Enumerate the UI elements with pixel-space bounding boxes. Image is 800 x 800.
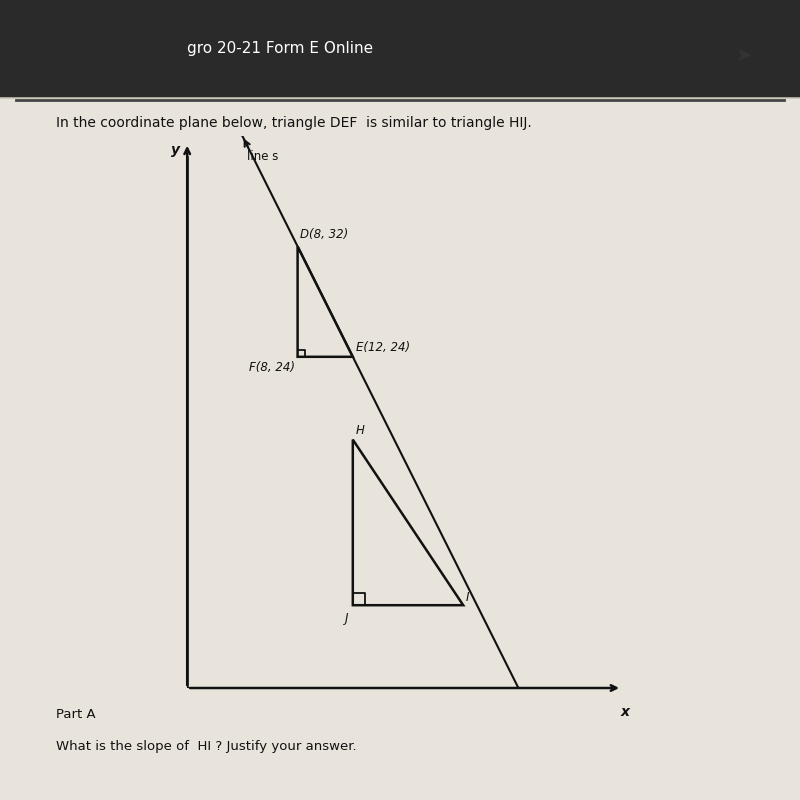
Text: line s: line s	[246, 150, 278, 162]
Text: I: I	[466, 591, 470, 604]
Text: y: y	[171, 142, 180, 157]
Text: E(12, 24): E(12, 24)	[355, 341, 410, 354]
Text: H: H	[355, 424, 365, 437]
Text: What is the slope of  HI ? Justify your answer.: What is the slope of HI ? Justify your a…	[56, 740, 357, 753]
Text: F(8, 24): F(8, 24)	[250, 361, 295, 374]
Text: gro 20-21 Form E Online: gro 20-21 Form E Online	[187, 41, 373, 55]
Text: J: J	[345, 612, 349, 625]
Text: x: x	[620, 705, 629, 718]
Bar	[0, 99, 800, 800]
Text: In the coordinate plane below, triangle DEF  is similar to triangle HIJ.: In the coordinate plane below, triangle …	[56, 116, 532, 130]
Text: ➤: ➤	[736, 46, 752, 66]
Text: Part A: Part A	[56, 708, 96, 721]
Text: D(8, 32): D(8, 32)	[300, 228, 349, 241]
Bar	[0, 0, 800, 96]
